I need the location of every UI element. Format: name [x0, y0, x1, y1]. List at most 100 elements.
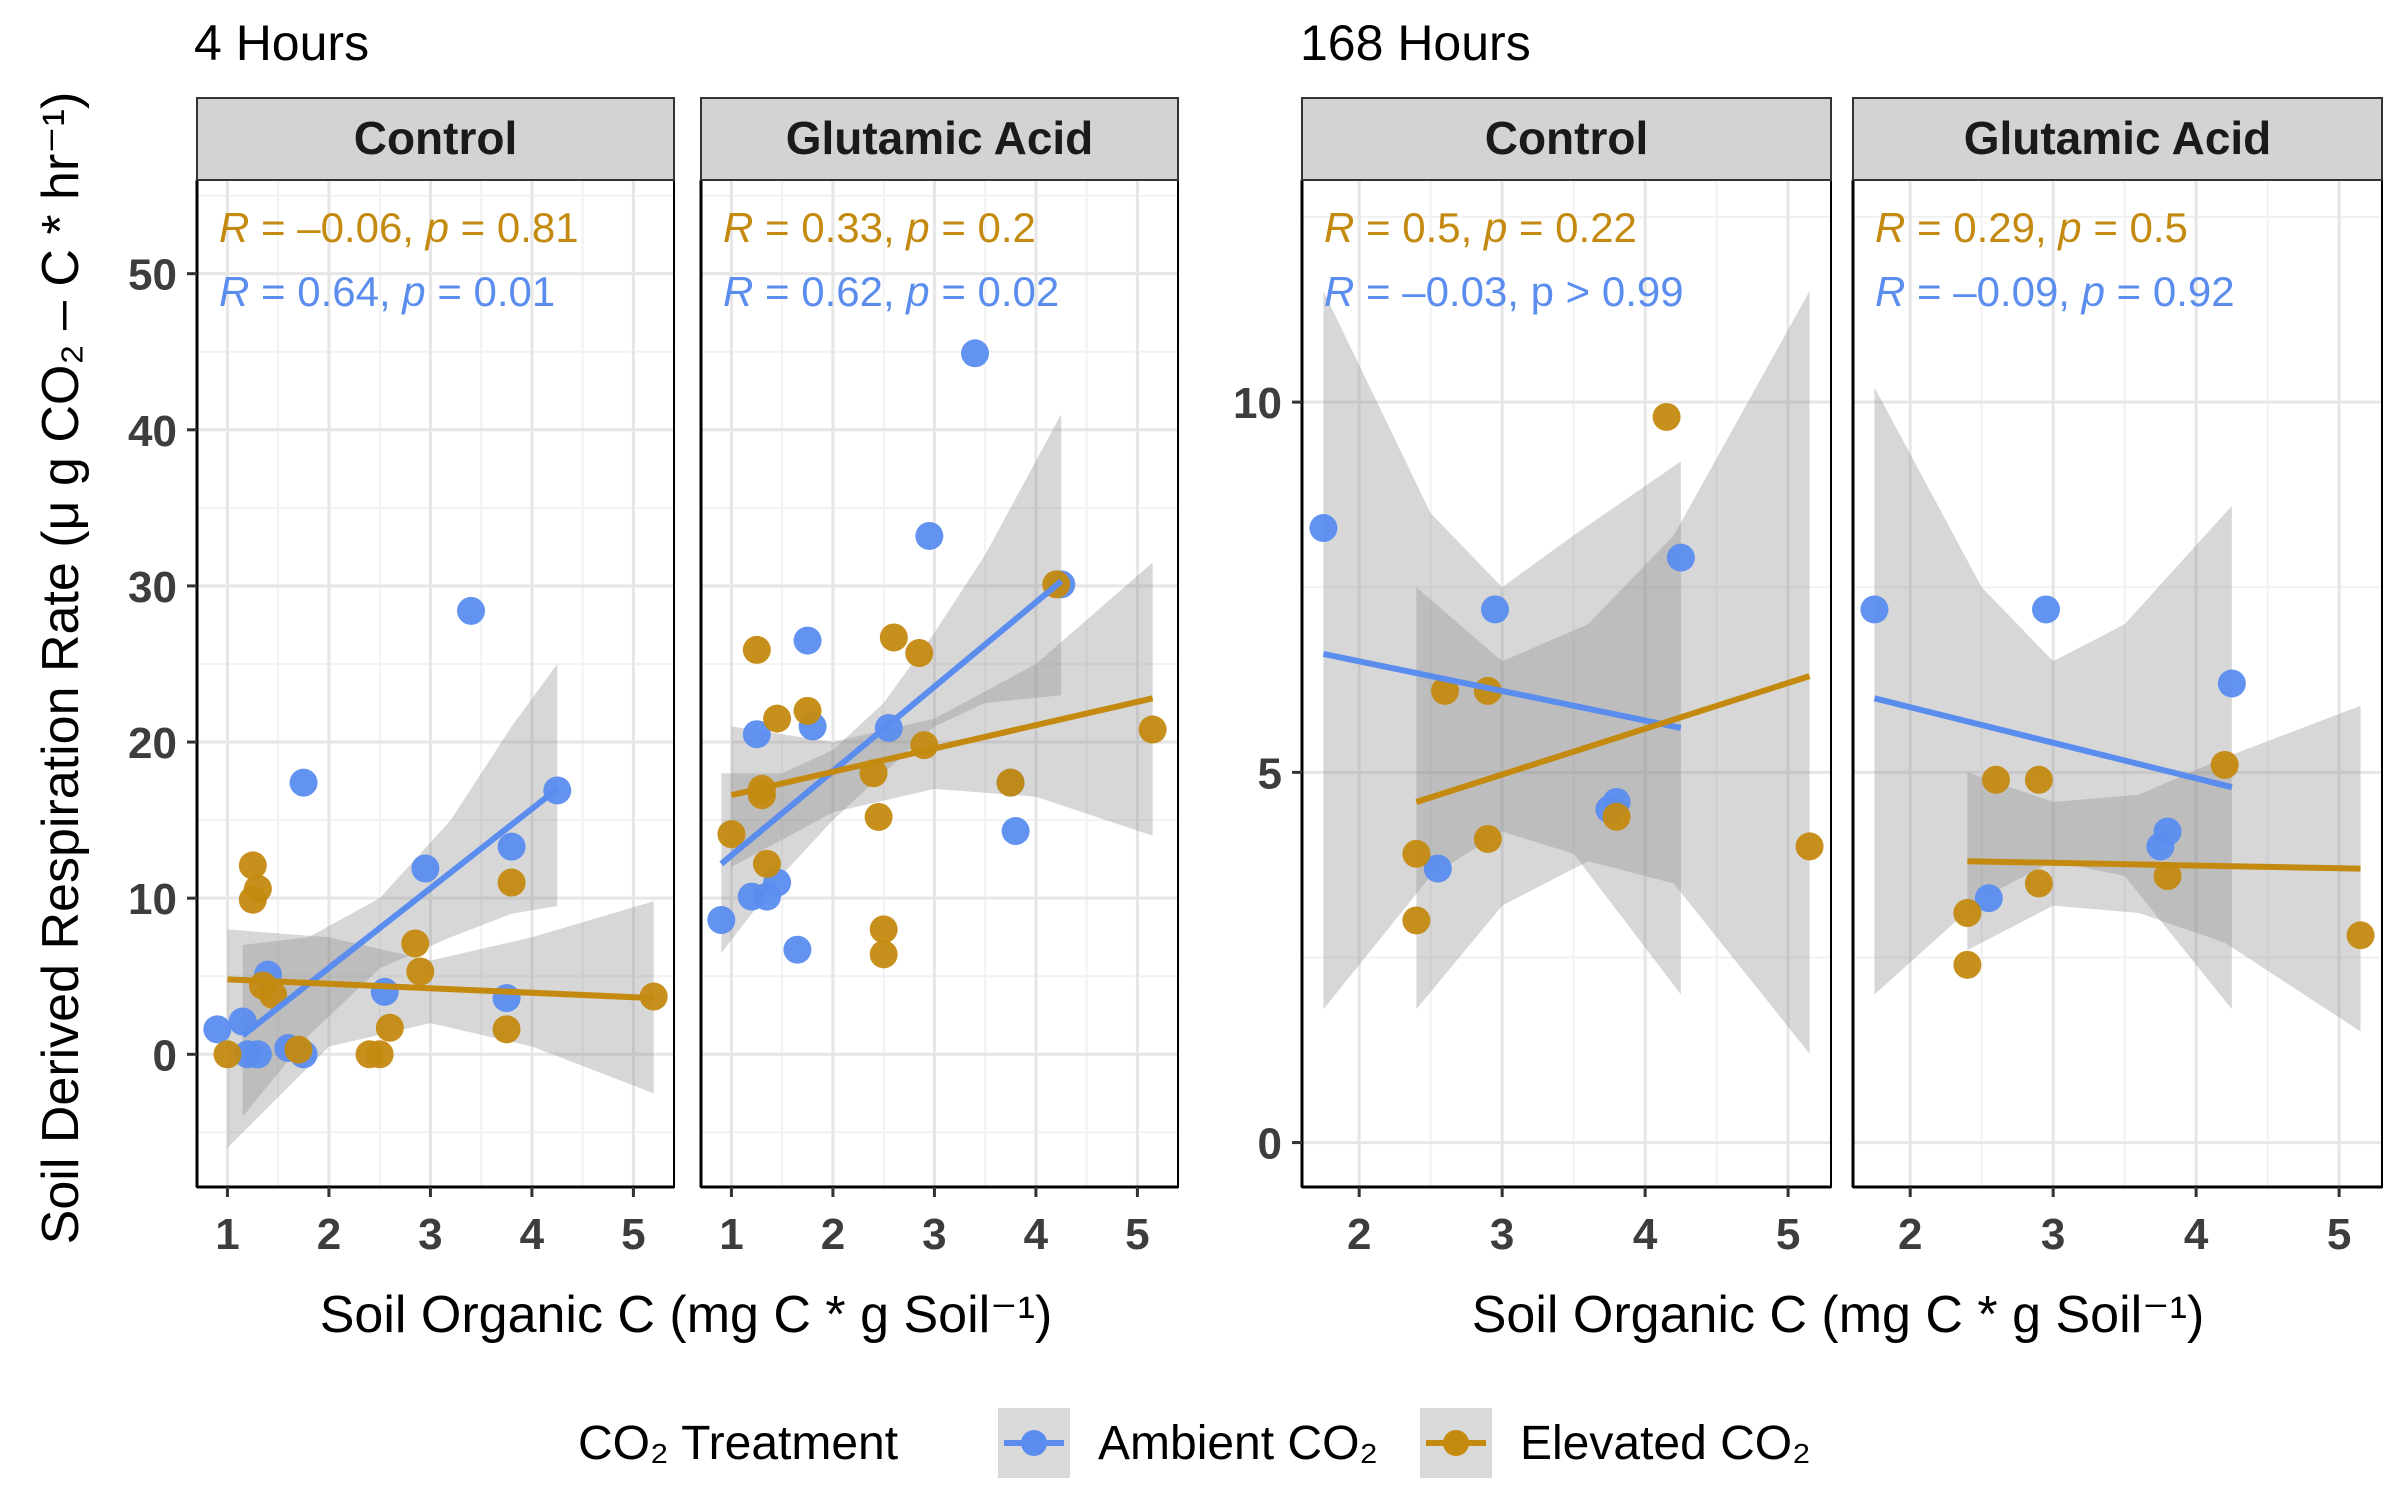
data-point-elevated [1981, 765, 2010, 794]
legend-title: CO₂ Treatment [578, 1417, 898, 1470]
legend-key-elevated-dot [1443, 1430, 1469, 1456]
data-point-elevated [2210, 750, 2239, 779]
data-point-elevated [869, 915, 898, 944]
facet-strip [1301, 97, 1832, 181]
y-axis-title: Soil Derived Respiration Rate (μ g CO₂ –… [32, 92, 90, 1245]
facet-strip-label: Control [354, 112, 518, 164]
correlation-label-elevated: R = 0.29, p = 0.5 [1875, 204, 2188, 251]
x-axis-title-168h: Soil Organic C (mg C * g Soil⁻¹) [1472, 1286, 2205, 1344]
y-tick-label: 5 [1258, 749, 1282, 798]
data-point-elevated [497, 868, 526, 897]
data-point-elevated [905, 639, 934, 668]
regression-line-ambient [240, 786, 560, 1038]
x-tick-label: 4 [1024, 1210, 1049, 1259]
correlation-label-ambient: R = 0.62, p = 0.02 [723, 268, 1059, 315]
correlation-label-ambient: R = 0.64, p = 0.01 [219, 268, 555, 315]
regression-line-ambient [1873, 695, 2233, 791]
x-tick-label: 5 [1125, 1210, 1149, 1259]
correlation-label-elevated: R = 0.5, p = 0.22 [1324, 204, 1637, 251]
data-point-elevated [1652, 402, 1681, 431]
data-point-ambient [1309, 514, 1338, 543]
plot-area [707, 339, 1167, 969]
data-point-ambient [2217, 669, 2246, 698]
y-tick-label: 40 [128, 407, 177, 456]
data-point-elevated [717, 820, 746, 849]
data-point-elevated [864, 802, 893, 831]
data-point-ambient [289, 768, 318, 797]
y-tick-label: 50 [128, 251, 177, 300]
legend-label-elevated: Elevated CO₂ [1520, 1417, 1811, 1470]
data-point-ambient [2032, 595, 2061, 624]
data-point-ambient [1666, 543, 1695, 572]
regression-line-ambient [719, 578, 1064, 867]
panel-4-hours-glutamic-acid: Glutamic Acid 1 2 3 4 5 R = 0.33, p = 0.2 R = 0… [699, 97, 1179, 1259]
data-point-elevated [213, 1040, 242, 1069]
regression-line-elevated [730, 695, 1154, 799]
data-point-ambient [793, 626, 822, 655]
data-point-elevated [2024, 869, 2053, 898]
confidence-band-ambient [242, 663, 558, 1117]
group-title-4h: 4 Hours [194, 15, 369, 71]
facet-strip [700, 97, 1179, 181]
data-point-elevated [492, 1015, 521, 1044]
data-point-elevated [2024, 765, 2053, 794]
data-point-ambient [1481, 595, 1510, 624]
data-point-elevated [1402, 839, 1431, 868]
x-tick-label: 2 [821, 1210, 845, 1259]
data-point-elevated [752, 849, 781, 878]
data-point-ambient [243, 1040, 272, 1069]
data-point-elevated [401, 929, 430, 958]
data-point-elevated [1402, 906, 1431, 935]
data-point-ambient [1423, 854, 1452, 883]
plot-area [1309, 291, 1824, 1054]
y-tick-label: 20 [128, 719, 177, 768]
data-point-elevated [763, 704, 792, 733]
data-point-elevated [406, 957, 435, 986]
regression-line-elevated [1967, 858, 2361, 872]
x-tick-label: 4 [2184, 1210, 2209, 1259]
legend-key-ambient-dot [1021, 1430, 1047, 1456]
data-point-ambient [1860, 595, 1889, 624]
panel-background [1302, 180, 1831, 1187]
x-tick-label: 1 [215, 1210, 239, 1259]
x-tick-label: 5 [2327, 1210, 2351, 1259]
confidence-band-ambient [1874, 387, 2232, 1010]
confidence-band-ambient [1323, 291, 1681, 1010]
data-point-ambient [370, 977, 399, 1006]
x-axis-title-4h: Soil Organic C (mg C * g Soil⁻¹) [320, 1286, 1053, 1344]
data-point-elevated [996, 768, 1025, 797]
data-point-elevated [869, 940, 898, 969]
panel-background [197, 180, 674, 1187]
y-tick-label: 10 [128, 875, 177, 924]
legend: CO₂ Treatment Ambient CO₂ Elevated CO₂ [578, 1408, 1811, 1478]
x-tick-label: 4 [1633, 1210, 1658, 1259]
data-point-elevated [284, 1035, 313, 1064]
x-tick-label: 5 [621, 1210, 645, 1259]
data-point-ambient [2153, 817, 2182, 846]
confidence-band-elevated [731, 562, 1153, 867]
panel-168-hours-glutamic-acid: Glutamic Acid 2 3 4 5 R = 0.29, p = 0.5 R = –0… [1851, 97, 2383, 1259]
y-tick-label: 30 [128, 563, 177, 612]
correlation-label-ambient: R = –0.09, p = 0.92 [1875, 268, 2235, 315]
panel-background [1853, 180, 2382, 1187]
confidence-band-elevated [1416, 291, 1810, 1054]
x-tick-label: 3 [418, 1210, 442, 1259]
correlation-label-ambient: R = –0.03, p > 0.99 [1324, 268, 1684, 315]
data-point-elevated [375, 1013, 404, 1042]
data-point-ambient [1001, 817, 1030, 846]
legend-label-ambient: Ambient CO₂ [1098, 1417, 1378, 1470]
regression-line-ambient [1322, 650, 1682, 731]
facet-strip-label: Glutamic Acid [786, 112, 1094, 164]
data-point-elevated [1953, 899, 1982, 928]
data-point-elevated [243, 874, 272, 903]
facet-strip [196, 97, 675, 181]
facet-strip-label: Control [1485, 112, 1649, 164]
x-tick-label: 5 [1776, 1210, 1800, 1259]
data-point-ambient [915, 521, 944, 550]
plot-area [1860, 387, 2375, 1032]
x-tick-label: 1 [719, 1210, 743, 1259]
legend-item-elevated: Elevated CO₂ [1420, 1408, 1811, 1478]
data-point-ambient [203, 1015, 232, 1044]
